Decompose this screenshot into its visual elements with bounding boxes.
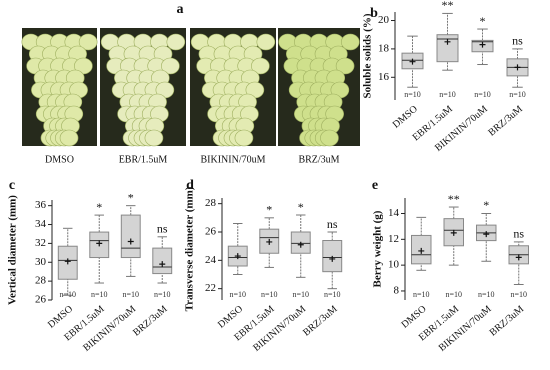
box <box>152 247 173 275</box>
significance: * <box>298 200 304 214</box>
n-label: n=10 <box>413 290 430 299</box>
n-label: n=10 <box>404 90 421 99</box>
n-label: n=10 <box>474 90 491 99</box>
mean-marker <box>127 238 134 245</box>
mean-marker <box>266 238 273 245</box>
mean-marker <box>444 38 451 45</box>
grape <box>59 129 79 147</box>
mean-marker <box>409 58 416 65</box>
n-label: n=10 <box>324 290 341 299</box>
n-label: n=10 <box>261 290 278 299</box>
y-tick-label: 16 <box>378 71 390 83</box>
y-tick-label: 14 <box>388 207 400 219</box>
y-tick-label: 36 <box>35 199 47 211</box>
significance: ns <box>513 227 524 241</box>
significance: ns <box>327 217 338 231</box>
x-tick-label: DMSO <box>391 104 420 131</box>
n-label: n=10 <box>229 290 246 299</box>
grape <box>78 33 98 51</box>
y-tick-label: 30 <box>35 256 47 268</box>
mean-marker <box>329 255 336 262</box>
grape <box>341 33 360 51</box>
n-label: n=10 <box>445 290 462 299</box>
x-tick-label: BRZ/3uM <box>131 304 170 339</box>
grape <box>144 129 164 147</box>
n-label: n=10 <box>154 290 171 299</box>
photo-caption: DMSO <box>45 154 74 165</box>
n-label: n=10 <box>509 90 526 99</box>
panel-label: d <box>186 178 194 193</box>
mean-marker <box>514 64 521 71</box>
n-label: n=10 <box>478 290 495 299</box>
significance: * <box>480 14 486 28</box>
grape <box>251 57 270 75</box>
n-label: n=10 <box>59 290 76 299</box>
photo-caption: EBR/1.5uM <box>119 154 168 165</box>
y-tick-label: 10 <box>388 259 400 271</box>
y-tick-label: 8 <box>394 284 400 296</box>
n-label: n=10 <box>91 290 108 299</box>
y-tick-label: 28 <box>35 275 47 287</box>
significance: * <box>96 200 102 214</box>
n-label: n=10 <box>510 290 527 299</box>
photo-panel: DMSO EBR/1.5uM BIKININ/70uM BRZ/3uM <box>21 28 360 165</box>
significance: ns <box>157 222 168 236</box>
panel-label: b <box>370 6 378 21</box>
mean-marker <box>96 240 103 247</box>
y-axis-title: Soluble solids (%) <box>362 13 374 98</box>
significance: * <box>128 190 134 204</box>
mean-marker <box>418 247 425 254</box>
grape <box>335 57 355 75</box>
mean-marker <box>450 229 457 236</box>
y-tick-label: 18 <box>378 42 390 54</box>
grape <box>166 33 186 51</box>
grape <box>234 129 254 147</box>
n-label: n=10 <box>292 290 309 299</box>
mean-marker <box>64 258 71 265</box>
mean-marker <box>479 41 486 48</box>
mean-marker <box>159 261 166 268</box>
panel-label: e <box>372 178 378 193</box>
photo-caption: BIKININ/70uM <box>201 154 266 165</box>
x-tick-label: BRZ/3uM <box>486 104 525 139</box>
y-tick-label: 34 <box>35 218 47 230</box>
panel-label: a <box>177 2 184 17</box>
y-axis-title: Transverse diameter (mm) <box>184 186 196 311</box>
mean-marker <box>297 241 304 248</box>
grape <box>161 57 180 75</box>
mean-marker <box>515 254 522 261</box>
mean-marker <box>483 231 490 238</box>
grape <box>256 33 276 51</box>
photo-caption: BRZ/3uM <box>298 154 339 165</box>
y-axis-title: Vertical diameter (mm) <box>7 195 19 305</box>
grape <box>320 129 339 147</box>
mean-marker <box>234 253 241 260</box>
y-tick-label: 28 <box>205 197 217 209</box>
x-tick-label: DMSO <box>399 304 428 331</box>
y-tick-label: 26 <box>205 226 217 238</box>
y-tick-label: 26 <box>35 294 47 306</box>
y-tick-label: 22 <box>205 282 216 294</box>
y-tick-label: 24 <box>205 254 217 266</box>
significance: ** <box>448 192 460 206</box>
significance: * <box>266 203 272 217</box>
significance: ns <box>512 34 523 48</box>
box <box>436 34 459 63</box>
y-tick-label: 32 <box>35 237 46 249</box>
box <box>120 214 141 259</box>
n-label: n=10 <box>439 90 456 99</box>
y-axis-title: Berry weight (g) <box>372 210 384 287</box>
x-tick-label: BRZ/3uM <box>488 304 527 339</box>
significance: * <box>483 198 489 212</box>
y-tick-label: 20 <box>378 14 390 26</box>
significance: ** <box>442 0 454 12</box>
n-label: n=10 <box>122 290 139 299</box>
x-tick-label: BRZ/3uM <box>301 304 340 339</box>
panel-label: c <box>9 178 15 193</box>
y-tick-label: 12 <box>388 233 399 245</box>
